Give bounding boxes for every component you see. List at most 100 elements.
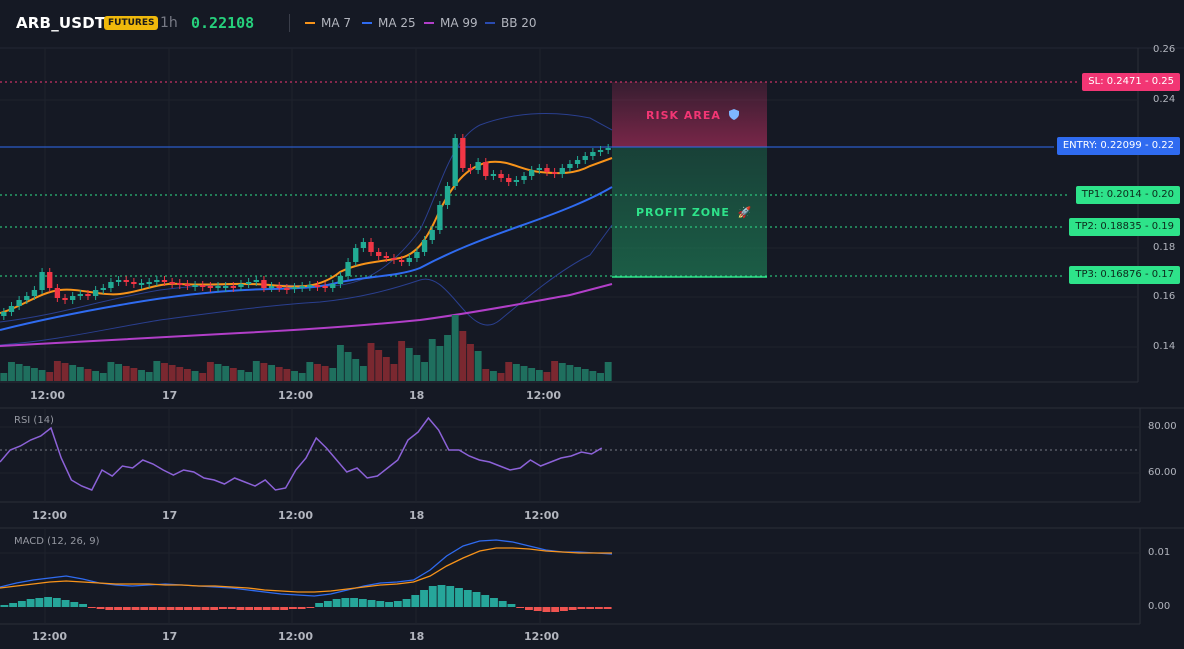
macd-histogram-bar [157,607,166,610]
volume-bar [30,368,38,381]
volume-bar [405,348,413,381]
candle [253,280,259,282]
legend-ma7[interactable]: MA 7 [305,16,351,30]
candle [200,285,206,287]
macd-histogram-bar [26,599,35,607]
candle [444,186,451,205]
volume-bar [367,343,375,381]
time-label: 12:00 [524,509,560,522]
macd-histogram-bar [288,607,297,609]
candle [483,162,489,176]
volume-bar [61,363,69,381]
rsi-line [0,416,603,491]
volume-bar [451,315,459,381]
macd-histogram-bar [35,598,44,607]
candlesticks [1,134,611,320]
legend-bb20[interactable]: BB 20 [485,16,537,30]
candle [314,285,321,287]
candle [322,286,328,288]
volume-bar [352,359,360,381]
macd-histogram-bar [192,607,201,610]
tp2-tag-axis: 0.19 [1151,221,1174,232]
macd-histogram-bar [455,588,463,607]
candle [544,168,550,172]
macd-histogram-bar [315,603,324,607]
macd-histogram-bar [498,601,507,607]
tp2-tag[interactable]: TP2: 0.18835 - 0.19 [1069,218,1180,236]
legend-ma7-label: MA 7 [321,16,352,30]
candle [62,298,68,300]
macd-histogram-bar [350,598,359,607]
volume-bar [382,357,390,381]
candle [391,258,397,260]
volume-bar [444,335,451,381]
bb-lower [0,224,613,346]
macd-histogram-bar [376,601,385,607]
volume-bar [260,363,268,381]
macd-histogram-bar [87,607,96,608]
volume-bar [344,352,352,381]
tp3-tag[interactable]: TP3: 0.16876 - 0.17 [1069,266,1180,284]
price-tick: 0.18 [1153,242,1176,253]
last-price: 0.22108 [191,14,255,32]
candle [574,160,581,164]
volume-bar [38,370,46,381]
risk-area-zone[interactable] [612,82,767,147]
candle [498,174,504,178]
candle [31,290,38,296]
macd-histogram-bar [332,599,341,607]
candle [460,138,466,168]
macd-histogram-bar [0,605,9,607]
time-label: 17 [162,630,178,643]
volume-bar [76,367,84,381]
profit-zone-label: PROFIT ZONE 🚀 [636,206,752,219]
volume-bar [390,364,398,381]
tp1-tag-axis: 0.20 [1151,189,1174,200]
volume-bar [229,368,237,381]
volume-bar [191,371,199,381]
candle [39,272,45,290]
profit-zone-text: PROFIT ZONE [636,206,730,219]
macd-histogram-bar [140,607,149,610]
candle [47,272,53,288]
price-tick: 0.26 [1153,44,1176,55]
macd-histogram-bar [306,607,315,608]
macd-histogram-bar [44,597,53,607]
macd-histogram-bar [52,598,61,607]
time-label: 12:00 [32,630,68,643]
sl-tag[interactable]: SL: 0.2471 - 0.25 [1082,73,1180,91]
profit-zone[interactable] [612,147,767,277]
macd-title: MACD (12, 26, 9) [14,536,100,547]
volume-bar [268,365,276,381]
macd-histogram-bar [96,607,105,609]
macd-histogram-bar [542,607,551,612]
volume-bar [291,371,298,381]
candle [24,296,30,300]
macd-histogram-bar [559,607,568,611]
candle [1,312,7,316]
macd-histogram-bar [17,601,26,607]
ma7-line [0,157,613,314]
entry-tag[interactable]: ENTRY: 0.22099 - 0.22 [1056,137,1180,155]
macd-histogram-bar [367,600,376,607]
volume-bar [275,367,283,381]
macd-histogram [0,585,612,612]
candle [536,168,543,170]
macd-histogram-bar [472,592,481,607]
volume-bar [8,362,15,381]
candle [245,282,252,284]
volume-bar [15,364,23,381]
candle [452,138,458,186]
sl-tag-label: SL: 0.2471 [1088,76,1142,87]
legend-ma25[interactable]: MA 25 [362,16,416,30]
tp1-tag[interactable]: TP1: 0.2014 - 0.20 [1075,186,1180,204]
macd-histogram-bar [245,607,254,610]
legend-ma99[interactable]: MA 99 [424,16,478,30]
time-label: 12:00 [278,389,314,402]
timeframe-selector[interactable]: 1h [160,15,178,31]
volume-bar [497,373,505,381]
symbol-name[interactable]: ARB_USDT [16,14,106,32]
price-tick: 0.16 [1153,291,1176,302]
candle [467,168,474,170]
